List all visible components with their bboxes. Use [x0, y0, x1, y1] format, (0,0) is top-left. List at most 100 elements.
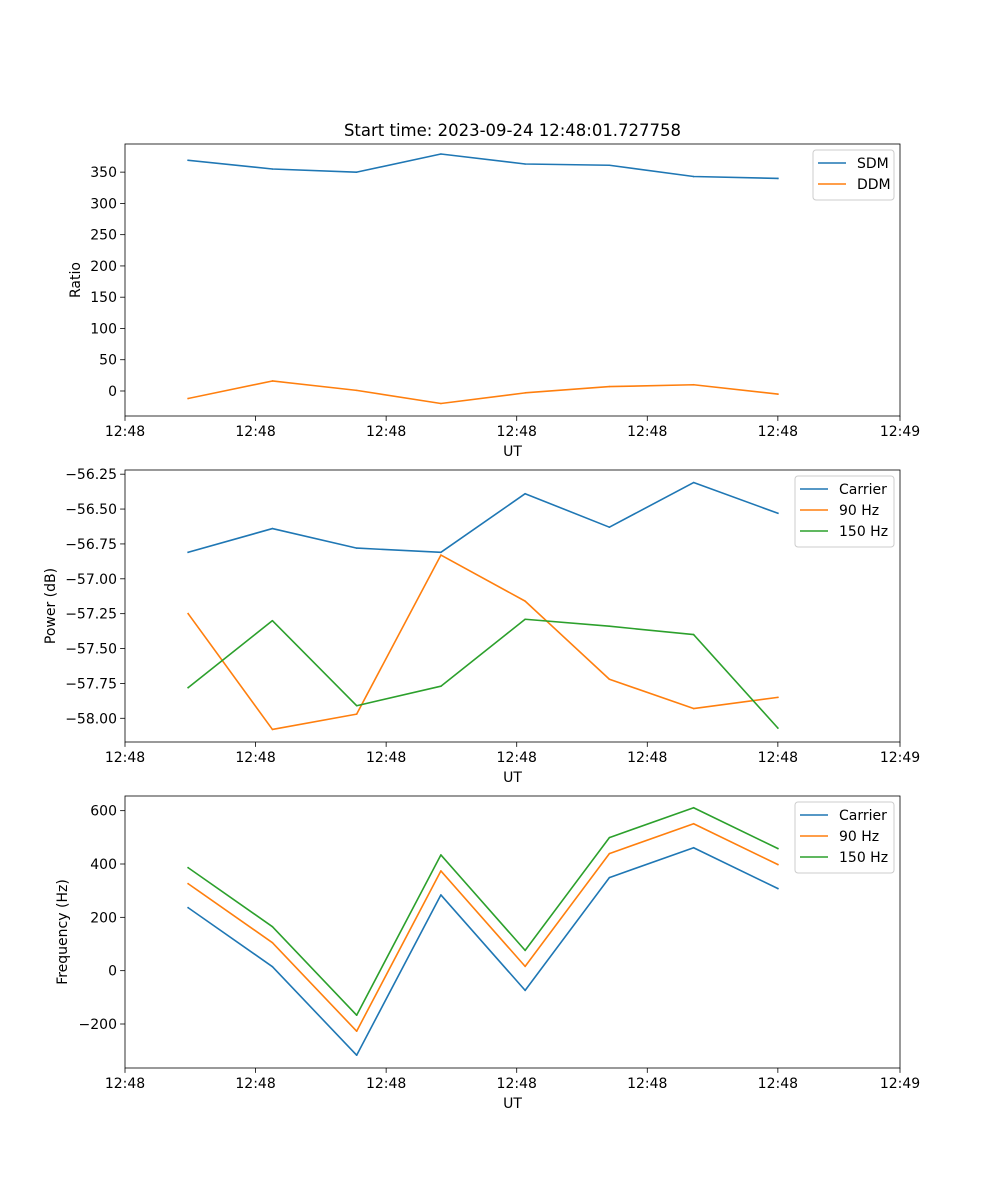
y-tick-label: −56.25	[65, 467, 117, 483]
data-point-90-hz	[692, 707, 695, 710]
data-point-sdm	[608, 164, 611, 167]
data-point-carrier	[777, 887, 779, 890]
data-point-carrier	[777, 512, 779, 515]
y-tick-label: −57.25	[65, 607, 117, 623]
data-point-150-hz	[608, 625, 611, 628]
data-point-150-hz	[524, 949, 526, 952]
data-point-carrier	[271, 527, 274, 530]
x-tick-label: 12:48	[105, 424, 145, 440]
y-tick-label: 200	[90, 910, 117, 926]
data-point-carrier	[524, 492, 526, 495]
data-point-carrier	[187, 551, 189, 554]
data-point-150-hz	[355, 704, 358, 707]
y-tick-label: 600	[90, 804, 117, 820]
data-point-ddm	[187, 397, 189, 400]
series-line-150-hz	[187, 806, 779, 1017]
data-point-carrier	[355, 547, 358, 549]
y-tick-label: 350	[90, 165, 117, 181]
data-point-90-hz	[355, 1030, 358, 1032]
y-tick-label: 200	[90, 259, 117, 275]
y-tick-label: −57.00	[65, 572, 117, 588]
data-point-ddm	[355, 389, 358, 392]
y-tick-label: 300	[90, 196, 117, 212]
data-point-90-hz	[440, 870, 442, 872]
x-tick-label: 12:48	[235, 1076, 275, 1092]
data-point-150-hz	[608, 836, 611, 839]
data-point-ddm	[692, 383, 695, 386]
x-tick-label: 12:48	[497, 424, 537, 440]
data-point-sdm	[524, 163, 526, 165]
data-point-sdm	[777, 177, 779, 180]
y-tick-label: −57.75	[65, 676, 117, 692]
y-tick-label: −57.50	[65, 642, 117, 658]
data-point-sdm	[187, 159, 189, 162]
y-tick-label: −56.75	[65, 537, 117, 553]
data-point-90-hz	[608, 852, 611, 855]
chart-panel-ratio: 12:48 12:48 12:48 12:48 12:48 12:48 12:49 0 50 10…	[68, 143, 920, 460]
x-tick-label: 12:48	[758, 1076, 798, 1092]
y-tick-label: 0	[108, 964, 117, 980]
data-point-carrier	[187, 906, 189, 909]
axes-frame	[124, 143, 901, 417]
x-axis-label: UT	[503, 770, 522, 786]
data-point-150-hz	[777, 727, 779, 729]
data-point-150-hz	[187, 686, 189, 689]
x-tick-label: 12:48	[627, 424, 667, 440]
legend-label-90-hz: 90 Hz	[839, 503, 879, 519]
data-point-90-hz	[271, 728, 274, 731]
y-tick-label: 250	[90, 228, 117, 244]
data-point-90-hz	[777, 696, 779, 699]
data-point-90-hz	[524, 600, 526, 602]
legend: Carrier 90 Hz 150 Hz	[794, 801, 895, 874]
x-tick-label: 12:48	[366, 750, 406, 766]
data-point-90-hz	[777, 863, 779, 866]
data-point-90-hz	[187, 882, 189, 885]
chart-panel-frequency: 12:48 12:48 12:48 12:48 12:48 12:48 12:49 −200 0…	[55, 795, 920, 1112]
data-point-sdm	[692, 175, 695, 178]
x-tick-label: 12:48	[497, 750, 537, 766]
data-point-90-hz	[692, 822, 695, 825]
series-line-90-hz	[187, 822, 779, 1032]
axes-frame	[124, 795, 901, 1069]
data-point-carrier	[608, 526, 611, 528]
x-tick-label: 12:48	[366, 424, 406, 440]
y-tick-label: 100	[90, 321, 117, 337]
y-tick-label: −58.00	[65, 711, 117, 727]
data-point-carrier	[271, 965, 274, 968]
data-point-150-hz	[524, 618, 526, 621]
axes-frame	[124, 469, 901, 743]
data-point-150-hz	[777, 847, 779, 850]
x-tick-label: 12:48	[366, 1076, 406, 1092]
x-tick-label: 12:48	[235, 424, 275, 440]
chart-title: Start time: 2023-09-24 12:48:01.727758	[344, 121, 681, 140]
data-point-carrier	[440, 894, 442, 896]
legend-box	[794, 801, 895, 874]
data-point-150-hz	[440, 854, 442, 856]
legend: Carrier 90 Hz 150 Hz	[794, 475, 895, 548]
y-tick-label: −56.50	[65, 502, 117, 518]
y-axis-label: Ratio	[68, 262, 84, 298]
data-point-ddm	[608, 385, 611, 388]
x-tick-label: 12:49	[880, 750, 920, 766]
x-axis-label: UT	[503, 444, 522, 460]
data-point-90-hz	[355, 713, 358, 715]
series-line-sdm	[187, 153, 779, 180]
legend-label-150-hz: 150 Hz	[839, 524, 888, 540]
x-tick-label: 12:49	[880, 424, 920, 440]
y-tick-label: 400	[90, 857, 117, 873]
y-tick-label: 150	[90, 290, 117, 306]
legend-box	[794, 475, 895, 548]
y-tick-label: 0	[108, 384, 117, 400]
legend-label-carrier: Carrier	[839, 808, 887, 824]
series-line-90-hz	[187, 554, 779, 731]
data-point-ddm	[271, 380, 274, 382]
data-point-150-hz	[692, 806, 695, 809]
x-tick-label: 12:49	[880, 1076, 920, 1092]
data-point-90-hz	[524, 965, 526, 968]
x-tick-label: 12:48	[627, 750, 667, 766]
series-line-carrier	[187, 481, 779, 554]
data-point-90-hz	[440, 554, 442, 556]
y-tick-label: −200	[79, 1017, 117, 1033]
data-point-ddm	[777, 393, 779, 395]
series-line-150-hz	[187, 618, 779, 730]
